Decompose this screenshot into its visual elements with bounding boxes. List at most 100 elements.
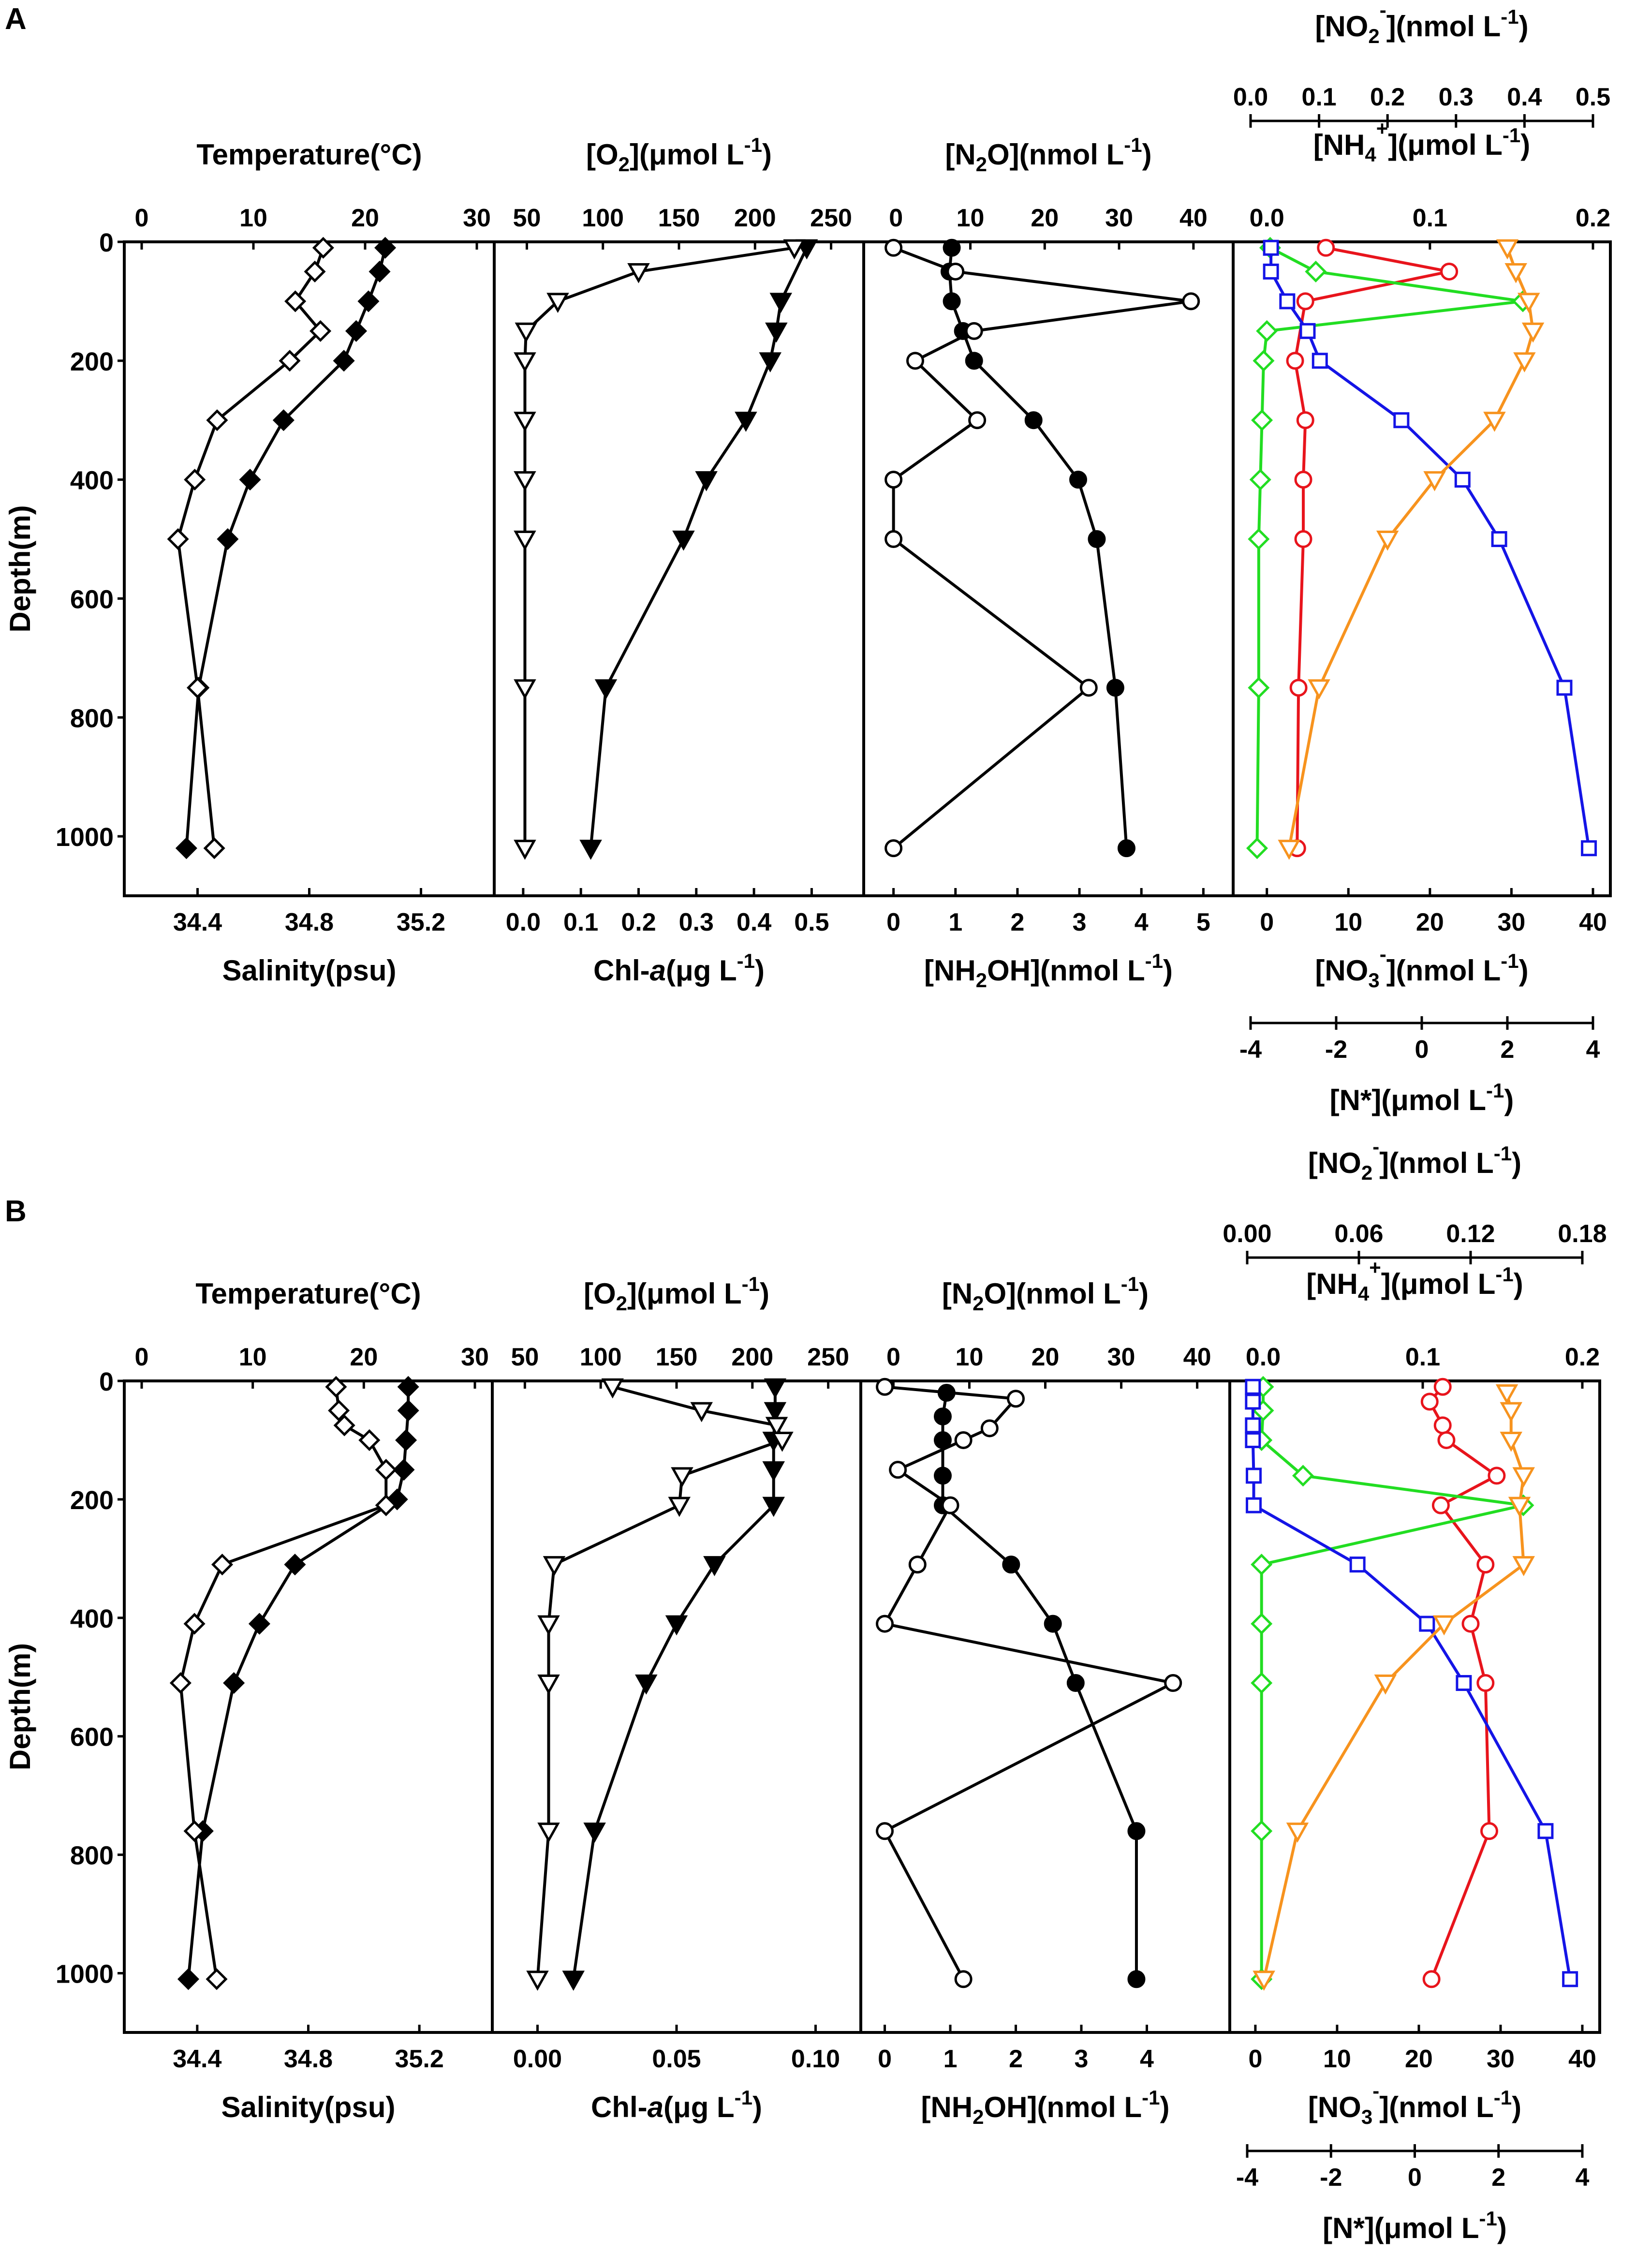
top-tick-label: 250: [810, 204, 852, 232]
bottom-tick-label: 1: [948, 908, 962, 936]
data-point-no3: [1299, 323, 1316, 339]
data-point-o2: [594, 679, 618, 699]
data-point-n2o: [1066, 1674, 1085, 1692]
bottom-tick-label: 34.8: [284, 2045, 333, 2073]
top-tick-label: 30: [463, 204, 491, 232]
bottom-tick-label: 1: [943, 2045, 958, 2073]
data-point-n2o: [933, 1407, 952, 1425]
data-point-no2: [1294, 471, 1312, 489]
series-no2: [1286, 238, 1459, 858]
bottom-tick-label: 40: [1568, 2045, 1596, 2073]
data-point-n2o: [933, 1467, 952, 1485]
data-point-o2: [665, 1615, 688, 1636]
data-point-n: [1253, 1971, 1275, 1991]
data-point-no2: [1431, 1496, 1450, 1514]
data-point-temperature: [397, 1376, 419, 1398]
data-point-salinity: [304, 260, 326, 282]
data-point-no3: [1562, 1971, 1578, 1987]
data-point-n: [1286, 1823, 1309, 1843]
data-point-nh2oh: [946, 262, 965, 281]
top-axis-label-o2-mol-l-1: [O2](μmol L-1): [586, 133, 772, 176]
data-point-temperature: [217, 528, 239, 550]
data-point-o2: [672, 531, 695, 551]
subplot-b3: 0 10 20 30 40 [N2O](nmol L-1) 0 1 2 3 4 [NH2OH](nmo…: [859, 1273, 1231, 2128]
data-point-chl-a: [537, 1675, 560, 1695]
bottom-tick-label: 4: [1135, 908, 1149, 936]
series-no2: [1420, 1378, 1506, 1988]
bottom-tick-label: 3: [1073, 908, 1087, 936]
data-point-no2: [1440, 262, 1459, 281]
data-point-nh2oh: [876, 1378, 894, 1396]
data-point-nh4: [1253, 350, 1275, 372]
data-point-salinity: [358, 1429, 381, 1451]
data-point-temperature: [393, 1459, 415, 1481]
data-point-temperature: [223, 1672, 245, 1694]
bottom-tick-label: 20: [1405, 2045, 1433, 2073]
data-point-nh2oh: [884, 530, 903, 548]
data-point-salinity: [206, 1968, 228, 1990]
bottom-tick-label: 10: [1334, 908, 1362, 936]
data-point-nh2oh: [954, 1970, 973, 1988]
data-point-no2: [1476, 1674, 1495, 1692]
top-tick-label: 200: [734, 204, 776, 232]
data-point-salinity: [284, 290, 307, 312]
data-point-n: [1513, 352, 1536, 372]
data-point-n: [1374, 1675, 1397, 1695]
data-point-temperature: [395, 1429, 417, 1451]
data-point-nh4: [1251, 1613, 1273, 1635]
data-point-nh4: [1251, 409, 1273, 431]
series-no3: [1263, 239, 1597, 857]
subplot-frame: [1232, 240, 1612, 897]
data-point-salinity: [375, 1494, 397, 1516]
bottom-tick-label: 34.4: [173, 2045, 221, 2073]
y-tick-label: 400: [70, 1604, 114, 1633]
data-point-nh2oh: [884, 238, 903, 257]
data-point-o2: [703, 1556, 726, 1576]
data-point-chl-a: [690, 1402, 713, 1423]
data-point-nh4: [1251, 1820, 1273, 1842]
data-point-salinity: [203, 837, 225, 860]
top-axis-label-nh4-mol-l-1: [NH4+](μmol L-1): [1313, 117, 1531, 166]
bottom-axis-label-no3-nmol-l-1: [NO3-](nmol L-1): [1308, 2079, 1521, 2128]
top-tick-label: 40: [1183, 1343, 1211, 1371]
top-tick-label: 0.12: [1446, 1220, 1495, 1248]
data-point-salinity: [310, 320, 332, 342]
top-tick-label: 0.0: [1233, 83, 1268, 111]
series-nh2oh: [884, 238, 1200, 858]
series-n: [1253, 1384, 1535, 1991]
data-point-no2: [1476, 1556, 1495, 1574]
data-point-nh4: [1256, 320, 1278, 342]
subplot-b4: 0.0 0.1 0.2 [NH4+](μmol L-1) 0.00 0.06 0.12 0.1…: [1223, 1135, 1607, 2244]
data-point-no2: [1286, 352, 1304, 370]
bottom-tick-label: 0.05: [652, 2045, 701, 2073]
data-point-no3: [1312, 353, 1328, 369]
bottom-tick-label: -4: [1239, 1036, 1262, 1064]
bottom-tick-label: 2: [1491, 2164, 1505, 2192]
top-tick-label: 0: [135, 1343, 149, 1371]
bottom-tick-label: 40: [1579, 908, 1607, 936]
data-point-o2: [695, 471, 718, 491]
bottom-axis-label-nh2oh-nmol-l-1: [NH2OH](nmol L-1): [924, 949, 1173, 992]
data-point-n: [1508, 1497, 1531, 1517]
y-tick-label: 1000: [56, 823, 114, 852]
panel-label-a: A: [5, 2, 27, 36]
data-point-chl-a: [627, 263, 650, 283]
data-point-o2: [635, 1675, 658, 1695]
data-point-n: [1500, 1431, 1522, 1452]
data-point-n2o: [1106, 679, 1124, 697]
data-point-nh2oh: [889, 1461, 907, 1479]
data-point-no2: [1294, 530, 1312, 548]
data-point-nh2oh: [1079, 679, 1098, 697]
y-tick-label: 0: [99, 228, 114, 257]
bottom-tick-label: 2: [1009, 2045, 1023, 2073]
subplot-a4: 0.0 0.1 0.2 [NH4+](μmol L-1) 0.0 0.1 0.2 0.3 0.4…: [1232, 0, 1612, 1116]
bottom-tick-label: 0.1: [563, 908, 598, 936]
bottom-tick-label: -2: [1325, 1036, 1347, 1064]
series-o2: [579, 239, 818, 860]
series-line-n: [1262, 1392, 1525, 1980]
data-point-temperature: [357, 290, 380, 312]
data-point-salinity: [184, 469, 206, 491]
subplot-a1: 0 10 20 30 Temperature(°C) 34.4 34.8 35.2Salini…: [123, 138, 496, 987]
top-tick-label: 0.18: [1558, 1220, 1607, 1248]
